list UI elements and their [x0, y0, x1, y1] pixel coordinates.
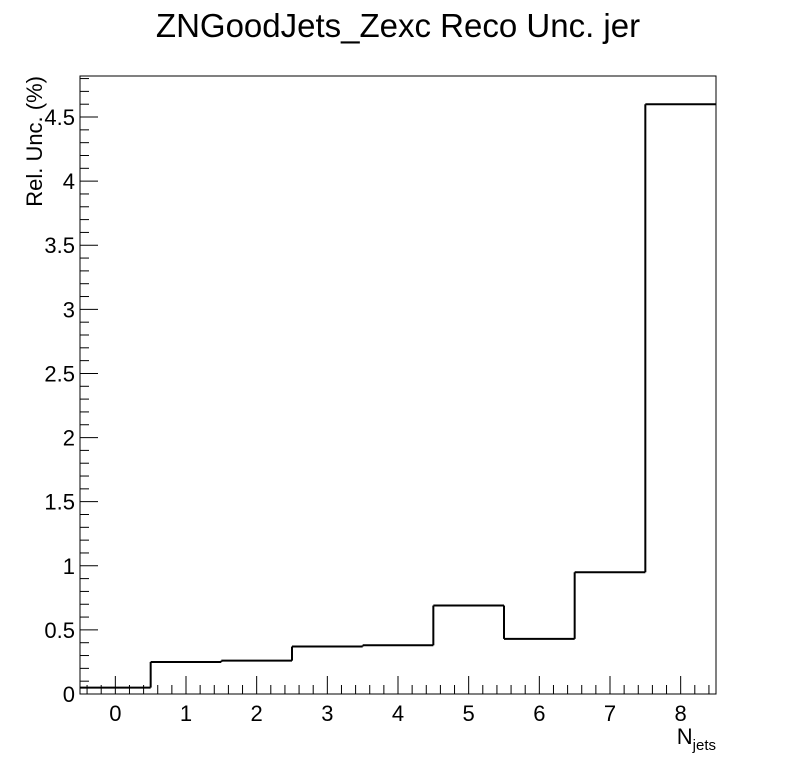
x-tick-label: 7: [604, 701, 616, 726]
x-axis: 0 1 2 3 4 5 6 7 8: [86, 676, 710, 726]
y-tick-label: 1.5: [44, 490, 75, 515]
x-tick-label: 3: [321, 701, 333, 726]
x-tick-label: 1: [180, 701, 192, 726]
x-axis-title: Njets: [677, 724, 716, 754]
y-axis-title: Rel. Unc. (%): [22, 76, 47, 207]
y-tick-label: 0: [63, 682, 75, 707]
y-tick-label: 0.5: [44, 618, 75, 643]
y-axis: 0 0.5 1 1.5 2 2.5 3 3.5 4 4.5: [44, 78, 98, 707]
x-tick-label: 2: [251, 701, 263, 726]
x-axis-title-main: N: [677, 724, 693, 749]
y-tick-label: 1: [63, 554, 75, 579]
x-tick-label: 4: [392, 701, 404, 726]
y-tick-label: 4: [63, 169, 75, 194]
y-tick-label: 3.5: [44, 233, 75, 258]
x-tick-label: 8: [675, 701, 687, 726]
y-tick-label: 4.5: [44, 105, 75, 130]
plot-frame: [79, 75, 717, 695]
x-tick-label: 0: [109, 701, 121, 726]
x-tick-label: 6: [533, 701, 545, 726]
x-tick-label: 5: [463, 701, 475, 726]
y-tick-label: 2.5: [44, 361, 75, 386]
y-tick-label: 2: [63, 426, 75, 451]
y-tick-label: 3: [63, 297, 75, 322]
histogram-bins: [80, 103, 716, 689]
chart-title: ZNGoodJets_Zexc Reco Unc. jer: [156, 7, 640, 44]
x-axis-title-subscript: jets: [692, 737, 716, 754]
